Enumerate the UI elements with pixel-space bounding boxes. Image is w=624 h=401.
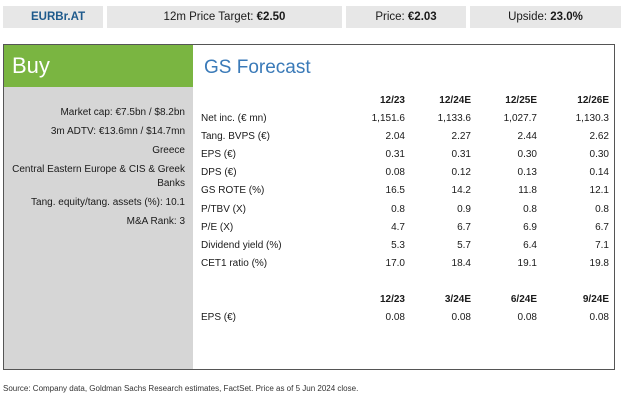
company-panel: Buy Market cap: €7.5bn / $8.2bn 3m ADTV:… bbox=[4, 45, 193, 369]
row-label: CET1 ratio (%) bbox=[201, 258, 268, 270]
cell-value: 6.7 bbox=[595, 221, 609, 233]
price-label: Price: bbox=[375, 11, 408, 23]
forecast-title: GS Forecast bbox=[204, 57, 311, 78]
fact-tang-equity: Tang. equity/tang. assets (%): 10.1 bbox=[31, 197, 185, 208]
fact-market-cap: Market cap: €7.5bn / $8.2bn bbox=[60, 107, 185, 118]
cell-value: 0.8 bbox=[523, 203, 537, 215]
table-row: EPS (€) 0.08 0.08 0.08 0.08 bbox=[201, 308, 609, 326]
cell-value: 0.12 bbox=[451, 167, 471, 179]
column-header: 12/24E bbox=[439, 94, 471, 106]
table-row: Dividend yield (%) 5.3 5.7 6.4 7.1 bbox=[201, 236, 609, 254]
cell-value: 0.08 bbox=[589, 311, 609, 323]
annual-forecast-table: 12/23 12/24E 12/25E 12/26E Net inc. (€ m… bbox=[201, 91, 609, 273]
row-label: DPS (€) bbox=[201, 167, 237, 179]
cell-value: 2.44 bbox=[517, 130, 537, 142]
column-header: 9/24E bbox=[582, 293, 609, 305]
cell-value: 2.62 bbox=[589, 130, 609, 142]
fact-country: Greece bbox=[152, 145, 185, 156]
row-label: GS ROTE (%) bbox=[201, 185, 265, 197]
cell-value: 6.7 bbox=[457, 221, 471, 233]
cell-value: 1,133.6 bbox=[437, 112, 471, 124]
column-header: 12/25E bbox=[505, 94, 537, 106]
cell-value: 18.4 bbox=[451, 258, 471, 270]
quarterly-forecast-table: 12/23 3/24E 6/24E 9/24E EPS (€) 0.08 0.0… bbox=[201, 290, 609, 326]
cell-value: 1,151.6 bbox=[371, 112, 405, 124]
cell-value: 11.8 bbox=[518, 185, 537, 197]
cell-value: 17.0 bbox=[385, 258, 405, 270]
table-row: P/TBV (X) 0.8 0.9 0.8 0.8 bbox=[201, 200, 609, 218]
price-value: €2.03 bbox=[407, 11, 437, 23]
cell-value: 0.13 bbox=[517, 167, 537, 179]
cell-value: 0.9 bbox=[457, 203, 471, 215]
upside-value: 23.0% bbox=[550, 11, 583, 23]
ticker: EURBr.AT bbox=[3, 6, 103, 28]
cell-value: 0.08 bbox=[385, 311, 405, 323]
column-header: 12/26E bbox=[577, 94, 609, 106]
fact-coverage: Central Eastern Europe & CIS & Greek Ban… bbox=[12, 164, 185, 189]
cell-value: 4.7 bbox=[391, 221, 405, 233]
cell-value: 0.8 bbox=[391, 203, 405, 215]
cell-value: 19.1 bbox=[517, 258, 537, 270]
cell-value: 5.3 bbox=[391, 239, 405, 251]
table-header-row: 12/23 3/24E 6/24E 9/24E bbox=[201, 290, 609, 308]
row-label: Tang. BVPS (€) bbox=[201, 130, 270, 142]
current-price: Price: €2.03 bbox=[346, 6, 466, 28]
cell-value: 16.5 bbox=[385, 185, 405, 197]
column-header: 12/23 bbox=[379, 94, 405, 106]
cell-value: 0.31 bbox=[385, 148, 405, 160]
column-header: 3/24E bbox=[444, 293, 471, 305]
cell-value: 1,027.7 bbox=[503, 112, 537, 124]
source-note: Source: Company data, Goldman Sachs Rese… bbox=[3, 384, 359, 393]
cell-value: 0.14 bbox=[589, 167, 609, 179]
cell-value: 0.08 bbox=[451, 311, 471, 323]
column-header: 6/24E bbox=[510, 293, 537, 305]
cell-value: 0.08 bbox=[517, 311, 537, 323]
cell-value: 0.31 bbox=[451, 148, 471, 160]
research-card: Buy Market cap: €7.5bn / $8.2bn 3m ADTV:… bbox=[3, 44, 615, 370]
row-label: Net inc. (€ mn) bbox=[201, 112, 267, 124]
column-header: 12/23 bbox=[379, 293, 405, 305]
cell-value: 7.1 bbox=[595, 239, 609, 251]
row-label: EPS (€) bbox=[201, 311, 237, 323]
cell-value: 0.30 bbox=[517, 148, 537, 160]
company-facts: Market cap: €7.5bn / $8.2bn 3m ADTV: €13… bbox=[5, 106, 185, 234]
rating-badge: Buy bbox=[4, 45, 193, 87]
fact-ma-rank: M&A Rank: 3 bbox=[126, 216, 185, 227]
table-row: Tang. BVPS (€) 2.04 2.27 2.44 2.62 bbox=[201, 127, 609, 145]
cell-value: 12.1 bbox=[589, 185, 609, 197]
row-label: Dividend yield (%) bbox=[201, 239, 282, 251]
cell-value: 19.8 bbox=[589, 258, 609, 270]
table-row: P/E (X) 4.7 6.7 6.9 6.7 bbox=[201, 218, 609, 236]
price-target-value: €2.50 bbox=[256, 11, 286, 23]
header-label-cell bbox=[201, 91, 339, 109]
row-label: P/TBV (X) bbox=[201, 203, 247, 215]
table-row: CET1 ratio (%) 17.0 18.4 19.1 19.8 bbox=[201, 255, 609, 273]
table-row: EPS (€) 0.31 0.31 0.30 0.30 bbox=[201, 145, 609, 163]
upside-label: Upside: bbox=[508, 11, 551, 23]
row-label: EPS (€) bbox=[201, 148, 237, 160]
cell-value: 1,130.3 bbox=[575, 112, 609, 124]
cell-value: 6.4 bbox=[523, 239, 537, 251]
cell-value: 14.2 bbox=[451, 185, 471, 197]
table-row: DPS (€) 0.08 0.12 0.13 0.14 bbox=[201, 164, 609, 182]
row-label: P/E (X) bbox=[201, 221, 234, 233]
cell-value: 0.08 bbox=[385, 167, 405, 179]
cell-value: 0.8 bbox=[595, 203, 609, 215]
cell-value: 6.9 bbox=[523, 221, 537, 233]
cell-value: 0.30 bbox=[589, 148, 609, 160]
cell-value: 2.27 bbox=[451, 130, 471, 142]
upside: Upside: 23.0% bbox=[470, 6, 621, 28]
table-row: Net inc. (€ mn) 1,151.6 1,133.6 1,027.7 … bbox=[201, 109, 609, 127]
price-target: 12m Price Target: €2.50 bbox=[107, 6, 342, 28]
table-header-row: 12/23 12/24E 12/25E 12/26E bbox=[201, 91, 609, 109]
cell-value: 5.7 bbox=[457, 239, 471, 251]
table-row: GS ROTE (%) 16.5 14.2 11.8 12.1 bbox=[201, 182, 609, 200]
header-label-cell bbox=[201, 290, 339, 308]
cell-value: 2.04 bbox=[385, 130, 405, 142]
price-target-label: 12m Price Target: bbox=[163, 11, 257, 23]
fact-adtv: 3m ADTV: €13.6mn / $14.7mn bbox=[50, 126, 185, 137]
